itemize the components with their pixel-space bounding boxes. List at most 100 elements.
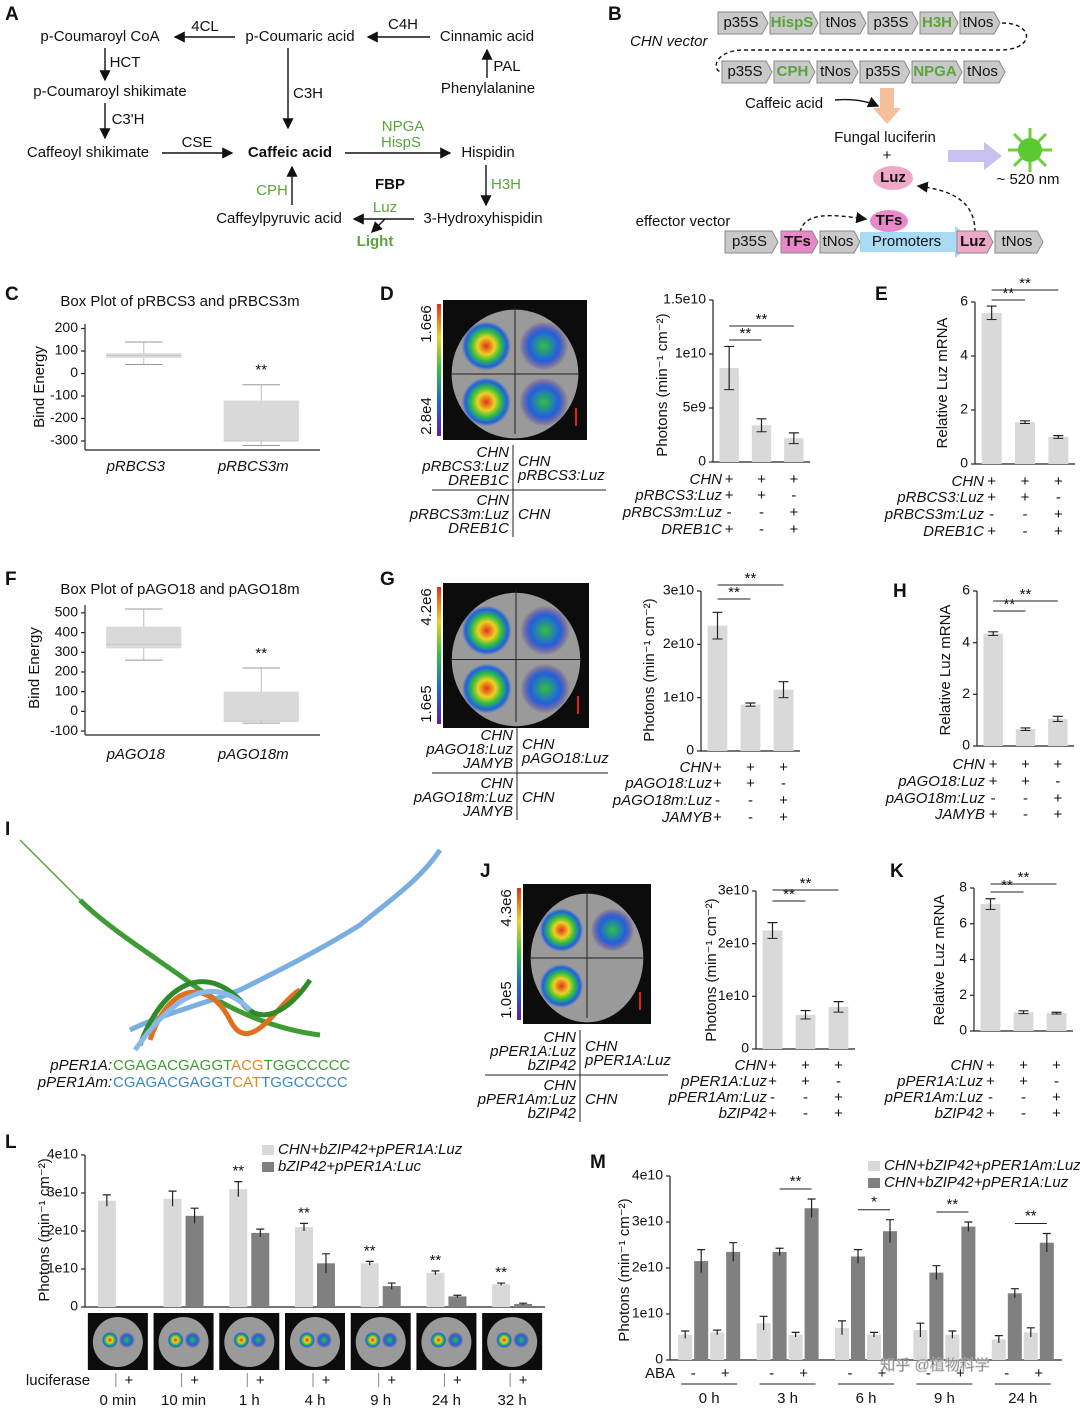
row-sign: + bbox=[801, 1073, 810, 1090]
row-sign: - bbox=[803, 1105, 808, 1122]
y-tick-label: 3e10 bbox=[632, 1213, 663, 1229]
luminescence bbox=[513, 1332, 530, 1348]
legend-label: CHN+bZIP42+pPER1A:Luz bbox=[884, 1174, 1069, 1191]
condition: pAGO18m:Luz bbox=[413, 789, 514, 806]
annotation: ** bbox=[364, 1242, 376, 1259]
bar bbox=[804, 1208, 819, 1360]
luminescence bbox=[299, 1332, 315, 1348]
y-tick-label: 3e10 bbox=[718, 882, 749, 898]
x-tick-label: pRBCS3m bbox=[217, 458, 289, 475]
bar bbox=[1007, 1293, 1022, 1360]
cassette bbox=[721, 60, 773, 84]
condition: DREB1C bbox=[448, 472, 509, 489]
y-tick-label: 1.5e10 bbox=[663, 291, 706, 307]
cassette-label: tNos bbox=[826, 14, 857, 31]
row-sign: - bbox=[770, 1089, 775, 1106]
condition: bZIP42 bbox=[528, 1057, 577, 1074]
leaf bbox=[290, 1317, 340, 1367]
bar bbox=[773, 689, 794, 751]
row-sign: + bbox=[768, 1073, 777, 1090]
cassette-label: p35S bbox=[873, 14, 908, 31]
significance: ** bbox=[756, 311, 768, 328]
error-bar bbox=[322, 1253, 330, 1273]
bar bbox=[929, 1272, 944, 1360]
panel-label: G bbox=[380, 569, 395, 590]
luminescence bbox=[447, 1332, 464, 1348]
bar bbox=[710, 1332, 725, 1360]
condition: CHN bbox=[481, 775, 514, 792]
row-sign: - bbox=[1021, 1105, 1026, 1122]
y-axis-label: Photons (min⁻¹ cm⁻²) bbox=[703, 898, 720, 1041]
error-bar bbox=[519, 1302, 528, 1305]
bar bbox=[185, 1215, 204, 1307]
row-sign: + bbox=[1021, 489, 1030, 506]
condition: pRBCS3m:Luz bbox=[409, 506, 510, 523]
luminescence bbox=[461, 321, 511, 371]
row-sign: + bbox=[725, 471, 734, 488]
condition: pRBCS3:Luz bbox=[421, 458, 509, 475]
cassette-label: p35S bbox=[732, 233, 767, 250]
bar bbox=[981, 312, 1002, 464]
legend-swatch bbox=[262, 1162, 274, 1172]
sequence: CGAGACGAGGTCATTGGCCCCC bbox=[113, 1074, 348, 1091]
box bbox=[223, 691, 299, 722]
scale-bar bbox=[639, 992, 641, 1010]
y-tick-label: 4e10 bbox=[632, 1167, 663, 1183]
luminescence bbox=[520, 605, 571, 656]
row-sign: + bbox=[190, 1372, 199, 1389]
row-sign: - bbox=[1055, 773, 1060, 790]
row-sign: - bbox=[715, 792, 720, 809]
row-sign: + bbox=[987, 523, 996, 540]
row-name: JAMYB bbox=[661, 809, 712, 826]
pathway-enzyme: C4H bbox=[388, 16, 418, 33]
annotation: ** bbox=[255, 362, 267, 379]
row-sign: + bbox=[1052, 1089, 1061, 1106]
row-sign: - bbox=[748, 792, 753, 809]
x-tick-label: 0 min bbox=[100, 1392, 137, 1409]
row-sign: - bbox=[1056, 489, 1061, 506]
panel-label: L bbox=[5, 1132, 17, 1153]
row-sign: + bbox=[124, 1372, 133, 1389]
x-tick-label: 24 h bbox=[432, 1392, 461, 1409]
row-sign: - bbox=[759, 504, 764, 521]
error-bar bbox=[775, 1247, 784, 1256]
luminescence bbox=[316, 1332, 332, 1348]
row-sign: - bbox=[1023, 506, 1028, 523]
legend-swatch bbox=[868, 1161, 880, 1171]
cassette bbox=[959, 11, 1001, 35]
y-tick-label: 500 bbox=[55, 604, 79, 620]
y-tick-label: 400 bbox=[55, 623, 79, 639]
vector-label: effector vector bbox=[636, 213, 731, 230]
significance: ** bbox=[739, 325, 751, 342]
condition: CHN bbox=[522, 736, 555, 753]
pathway-enzyme: HispS bbox=[381, 134, 421, 151]
luminescence bbox=[519, 377, 569, 427]
condition: pRBCS3:Luz bbox=[517, 467, 605, 484]
cassette bbox=[994, 230, 1044, 254]
leaf bbox=[224, 1317, 275, 1367]
y-axis-label: Bind Energy bbox=[26, 627, 43, 709]
cassette bbox=[769, 11, 819, 35]
y-tick-label: 0 bbox=[959, 1022, 967, 1038]
row-name: CHN bbox=[951, 1057, 984, 1074]
panel-label: D bbox=[380, 284, 394, 305]
pathway-node: 3-Hydroxyhispidin bbox=[423, 210, 542, 227]
row-sign: + bbox=[987, 473, 996, 490]
row-sign: + bbox=[757, 487, 766, 504]
condition: bZIP42 bbox=[528, 1105, 577, 1122]
luminescence bbox=[461, 377, 511, 427]
row-sign: + bbox=[1034, 1365, 1043, 1382]
row-sign: - bbox=[727, 504, 732, 521]
row-sign: + bbox=[789, 471, 798, 488]
row-sign: + bbox=[1054, 523, 1063, 540]
row-sign: + bbox=[453, 1372, 462, 1389]
cassette bbox=[911, 60, 963, 84]
cassette bbox=[956, 230, 994, 254]
row-sign: + bbox=[721, 1365, 730, 1382]
luminescence bbox=[539, 964, 584, 1008]
cassette bbox=[819, 230, 861, 254]
bar bbox=[707, 625, 728, 751]
y-tick-label: 1e10 bbox=[632, 1305, 663, 1321]
row-sign: - bbox=[691, 1365, 696, 1382]
y-tick-label: 0 bbox=[741, 1040, 749, 1056]
